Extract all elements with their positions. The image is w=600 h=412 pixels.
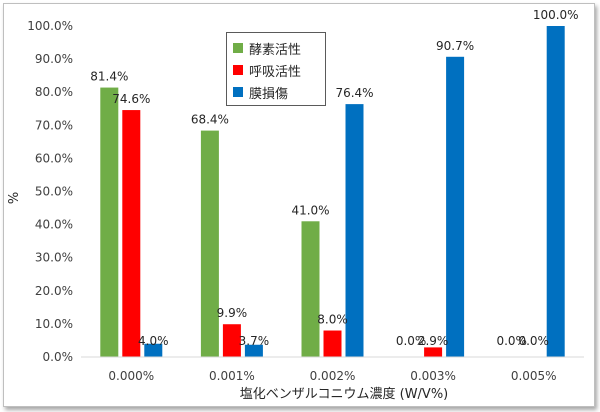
y-tick-label: 100.0%	[27, 19, 73, 33]
legend-item-membrane: 膜損傷	[233, 81, 319, 103]
data-labels: 81.4% 74.6% 4.0% 68.4% 9.9% 3.7% 41.0% 8.0% 76.4…	[90, 8, 578, 348]
x-tick-label: 0.002%	[310, 369, 356, 383]
x-tick-label: 0.000%	[108, 369, 154, 383]
legend-swatch	[233, 87, 243, 97]
y-tick-label: 0.0%	[43, 350, 74, 364]
data-label: 68.4%	[191, 113, 229, 127]
data-label: 2.9%	[418, 334, 449, 348]
y-tick-label: 30.0%	[35, 251, 73, 265]
data-label: 74.6%	[112, 92, 150, 106]
bar	[100, 87, 119, 357]
data-label: 0.0%	[518, 334, 549, 348]
legend-label: 呼吸活性	[249, 64, 302, 80]
bar	[244, 344, 263, 357]
data-label: 0.0%	[496, 334, 527, 348]
legend-item-respiration: 呼吸活性	[233, 59, 319, 81]
bar	[200, 130, 219, 357]
y-tick-label: 10.0%	[35, 317, 73, 331]
y-tick-label: 40.0%	[35, 218, 73, 232]
bar	[323, 330, 342, 357]
legend-swatch	[233, 43, 243, 53]
y-tick-label: 20.0%	[35, 284, 73, 298]
legend: 酵素活性 呼吸活性 膜損傷	[226, 32, 326, 106]
y-tick-label: 90.0%	[35, 52, 73, 66]
data-label: 76.4%	[335, 86, 373, 100]
bar	[424, 347, 443, 357]
bar	[222, 324, 241, 357]
bar	[345, 104, 364, 357]
bar	[122, 110, 141, 357]
x-tick-label: 0.005%	[511, 369, 557, 383]
legend-label: 膜損傷	[249, 86, 289, 102]
x-tick-label: 0.001%	[209, 369, 255, 383]
data-label: 90.7%	[436, 39, 474, 53]
y-axis-title: %	[7, 192, 22, 204]
data-label: 0.0%	[396, 334, 427, 348]
bar	[446, 56, 465, 358]
data-label: 81.4%	[90, 70, 128, 84]
legend-label: 酵素活性	[249, 42, 302, 58]
data-label: 3.7%	[239, 334, 270, 348]
y-tick-label: 50.0%	[35, 185, 73, 199]
chart-frame: 0.0% 10.0% 20.0% 30.0% 40.0% 50.0% 60.0% 70.0% 8…	[3, 3, 595, 407]
x-tick-label: 0.003%	[410, 369, 456, 383]
bars	[100, 26, 565, 358]
data-label: 8.0%	[317, 313, 348, 327]
y-tick-label: 70.0%	[35, 118, 73, 132]
y-axis-ticks: 0.0% 10.0% 20.0% 30.0% 40.0% 50.0% 60.0% 70.0% 8…	[27, 19, 73, 364]
y-tick-label: 80.0%	[35, 85, 73, 99]
data-label: 4.0%	[138, 334, 169, 348]
x-axis-title: 塩化ベンザルコニウム濃度 (W/V%)	[240, 386, 449, 402]
x-axis-ticks: 0.000% 0.001% 0.002% 0.003% 0.005%	[108, 369, 556, 383]
legend-swatch	[233, 65, 243, 75]
y-tick-label: 60.0%	[35, 151, 73, 165]
bar	[301, 221, 320, 357]
bar	[144, 343, 163, 357]
data-label: 9.9%	[217, 306, 248, 320]
legend-item-enzyme: 酵素活性	[233, 37, 319, 59]
data-label: 41.0%	[291, 203, 329, 217]
bar-chart: 0.0% 10.0% 20.0% 30.0% 40.0% 50.0% 60.0% 70.0% 8…	[7, 8, 584, 402]
data-label: 100.0%	[533, 8, 579, 22]
bar	[546, 26, 565, 357]
